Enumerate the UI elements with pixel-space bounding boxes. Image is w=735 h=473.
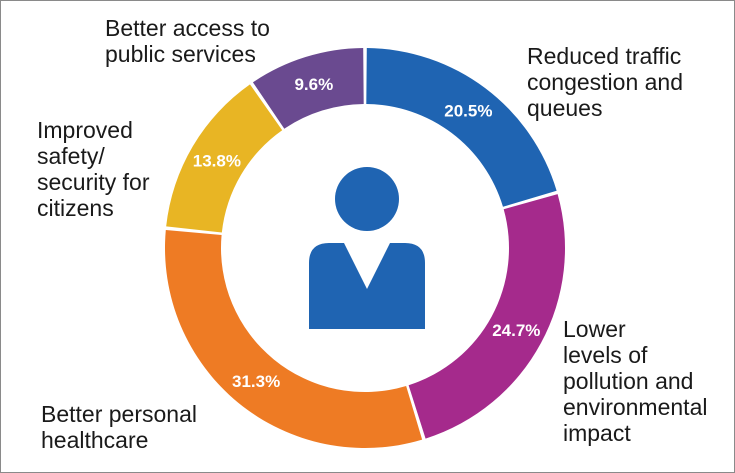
label-line: healthcare: [41, 427, 149, 453]
label-line: Improved: [37, 117, 133, 143]
slice-reduced-traffic: [366, 48, 557, 207]
label-line: Better personal: [41, 401, 197, 427]
label-line: citizens: [37, 195, 114, 221]
label-line: levels of: [563, 342, 648, 368]
label-lower-pollution: Lower levels of pollution and environmen…: [563, 316, 707, 446]
label-better-access: Better access to public services: [105, 15, 270, 67]
label-line: Lower: [563, 316, 626, 342]
label-improved-safety: Improved safety/ security for citizens: [37, 117, 149, 221]
person-icon: [309, 167, 425, 329]
label-reduced-traffic: Reduced traffic congestion and queues: [527, 43, 683, 121]
label-line: environmental: [563, 394, 708, 420]
label-line: Better access to: [105, 15, 270, 41]
label-line: queues: [527, 95, 603, 121]
label-line: security for: [37, 169, 150, 195]
value-label-lower-pollution: 24.7%: [492, 321, 540, 340]
label-line: congestion and: [527, 69, 684, 95]
value-label-better-access: 9.6%: [294, 75, 333, 94]
label-line: public services: [105, 41, 256, 67]
label-better-healthcare: Better personal healthcare: [41, 401, 197, 453]
value-label-improved-safety: 13.8%: [193, 152, 241, 171]
slice-lower-pollution: [408, 194, 565, 439]
value-label-reduced-traffic: 20.5%: [444, 102, 492, 121]
label-line: Reduced traffic: [527, 43, 682, 69]
label-line: safety/: [37, 143, 105, 169]
slice-better-healthcare: [165, 230, 423, 448]
slice-improved-safety: [166, 84, 283, 233]
slice-better-access: [252, 48, 364, 129]
label-line: impact: [563, 420, 631, 446]
value-label-better-healthcare: 31.3%: [232, 372, 280, 391]
label-line: pollution and: [563, 368, 694, 394]
